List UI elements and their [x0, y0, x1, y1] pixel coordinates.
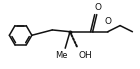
- Text: O: O: [105, 17, 112, 26]
- Text: O: O: [95, 3, 102, 12]
- Text: OH: OH: [79, 51, 93, 60]
- Text: Me: Me: [56, 51, 68, 60]
